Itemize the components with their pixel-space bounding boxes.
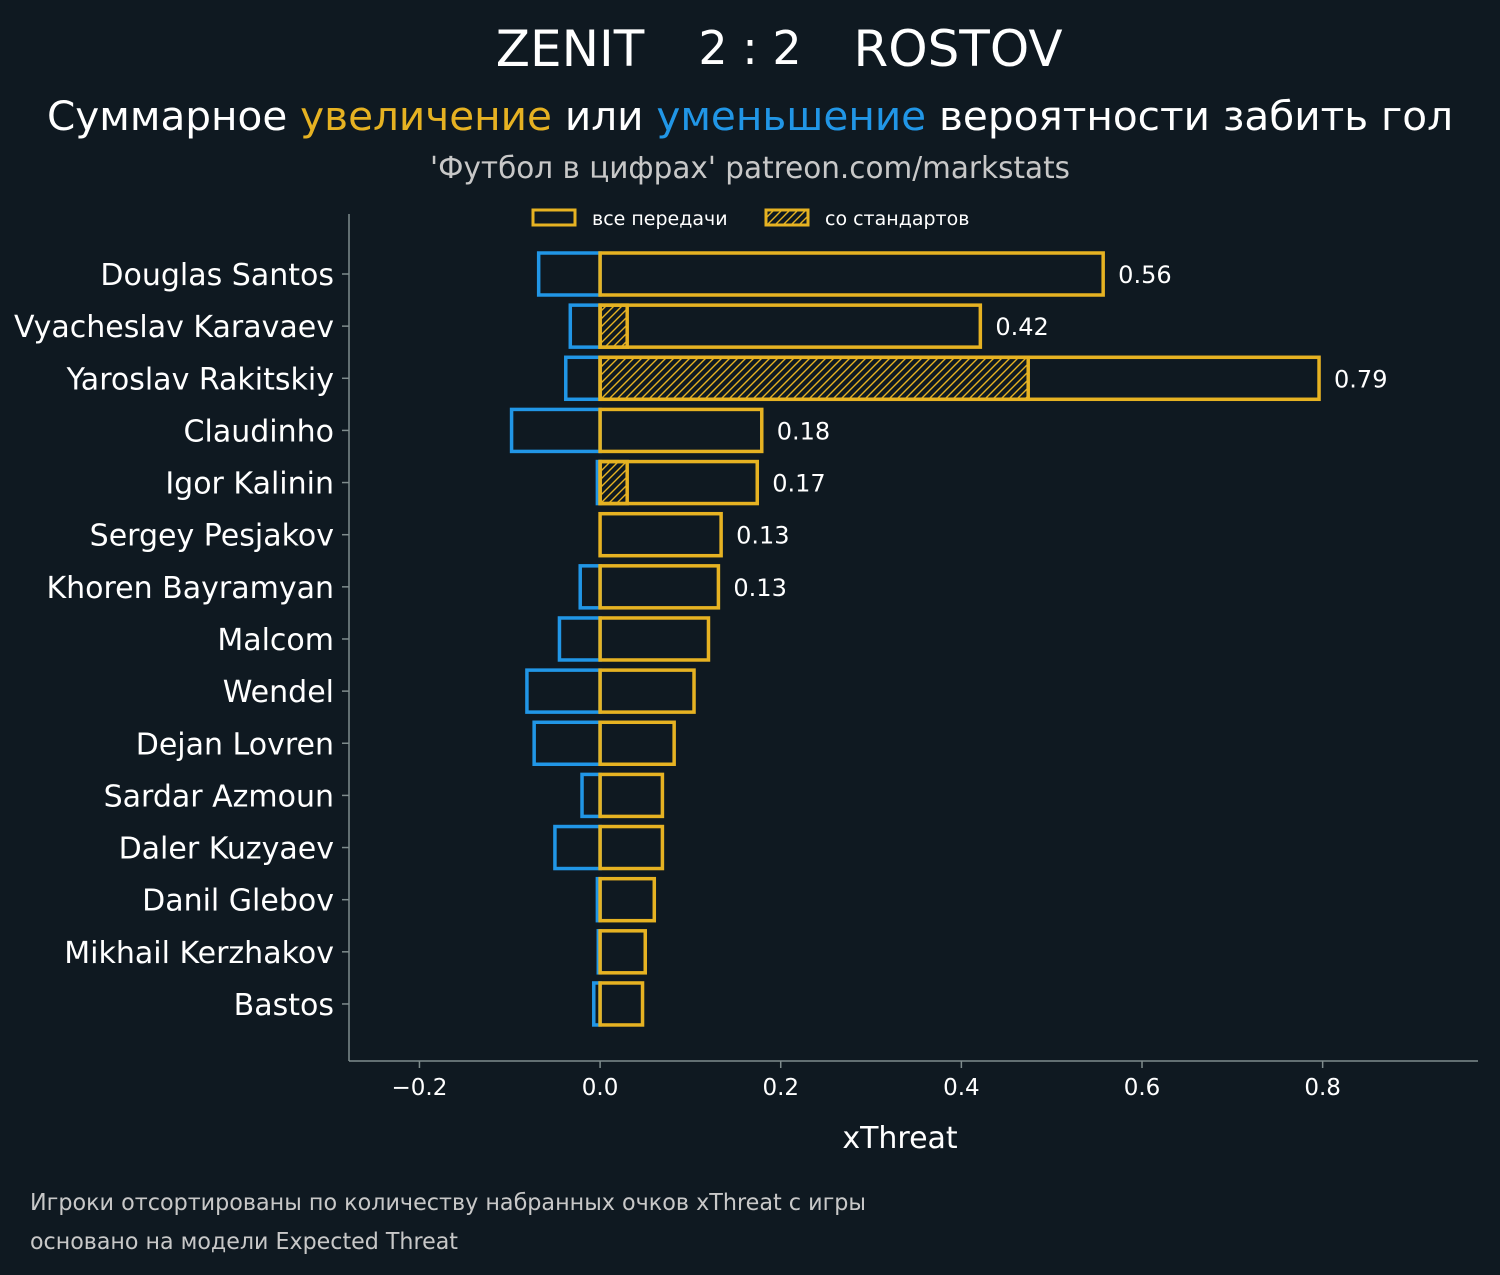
bar-increase — [598, 824, 665, 871]
bar-increase — [598, 251, 1105, 297]
footnote-line2: основано на модели Expected Threat — [30, 1229, 458, 1255]
bar-increase — [598, 564, 721, 610]
subtitle-part2: или — [552, 94, 656, 140]
bar-set-pieces — [598, 303, 629, 349]
data-label: 0.13 — [736, 522, 789, 550]
legend-swatch-set-pieces — [764, 208, 810, 227]
bar-set-pieces — [598, 459, 629, 506]
legend: все передачи со стандартов — [531, 208, 969, 230]
bar-increase — [598, 511, 723, 558]
y-tick-labels: Douglas Santos Vyacheslav Karavaev Yarosla… — [14, 258, 349, 1023]
y-tick-label: Sardar Azmoun — [104, 779, 334, 814]
y-tick-label: Vyacheslav Karavaev — [14, 310, 334, 345]
bar-increase — [598, 876, 657, 923]
x-tick-label: 0.2 — [762, 1075, 799, 1101]
y-tick-label: Bastos — [234, 988, 334, 1023]
y-tick-label: Douglas Santos — [100, 258, 334, 293]
bar-decrease — [578, 564, 602, 610]
legend-swatch-all-passes — [531, 208, 577, 227]
bar-increase — [598, 929, 647, 975]
bar-increase — [598, 668, 696, 714]
data-label: 0.13 — [733, 574, 786, 602]
match-score: 2 : 2 — [698, 21, 801, 75]
subtitle-decrease: уменьшение — [656, 94, 926, 140]
footnote-line1: Игроки отсортированы по количеству набра… — [30, 1190, 866, 1216]
y-tick-label: Dejan Lovren — [136, 727, 334, 762]
subtitle-part3: вероятности забить гол — [926, 94, 1453, 140]
bar-decrease — [564, 355, 602, 402]
bar-decrease — [580, 772, 602, 819]
bar-set-pieces — [598, 355, 1030, 402]
y-tick-label: Wendel — [223, 675, 334, 710]
bar-increase — [598, 459, 759, 506]
bar-group: 0.56 0.42 0.79 0.18 0.17 0.13 0.13 — [509, 251, 1387, 1027]
data-label: 0.79 — [1334, 365, 1387, 393]
x-tick-label: 0.0 — [582, 1075, 619, 1101]
subtitle-increase: увеличение — [300, 94, 552, 140]
y-tick-label: Mikhail Kerzhakov — [64, 936, 334, 971]
bar-increase — [598, 355, 1321, 402]
data-label: 0.56 — [1118, 261, 1171, 289]
data-label: 0.18 — [777, 417, 830, 445]
bar-decrease — [525, 668, 602, 714]
credit-line: 'Футбол в цифрах' patreon.com/markstats — [430, 151, 1070, 186]
y-tick-label: Malcom — [217, 623, 334, 658]
legend-label-set-pieces: со стандартов — [825, 208, 969, 230]
data-label: 0.17 — [772, 470, 825, 498]
bar-increase — [598, 303, 983, 349]
legend-label-all-passes: все передачи — [592, 208, 728, 230]
x-ticks: −0.2 0.0 0.2 0.4 0.6 0.8 — [392, 1061, 1341, 1101]
bar-decrease — [536, 251, 602, 297]
bar-increase — [598, 981, 645, 1027]
team-away: ROSTOV — [853, 20, 1062, 78]
data-label: 0.42 — [995, 313, 1048, 341]
y-tick-label: Daler Kuzyaev — [119, 832, 334, 867]
y-tick-label: Danil Glebov — [142, 884, 334, 919]
bar-increase — [598, 407, 764, 454]
y-tick-label: Sergey Pesjakov — [90, 519, 334, 554]
bar-decrease — [557, 616, 602, 662]
x-tick-label: 0.8 — [1304, 1075, 1341, 1101]
y-tick-label: Yaroslav Rakitskiy — [66, 362, 334, 397]
y-tick-label: Claudinho — [184, 414, 334, 449]
bar-decrease — [532, 720, 602, 767]
bar-increase — [598, 720, 676, 767]
y-tick-label: Khoren Bayramyan — [46, 571, 334, 606]
bar-decrease — [509, 407, 602, 454]
team-home: ZENIT — [496, 20, 645, 78]
x-axis-label: xThreat — [842, 1121, 958, 1156]
bar-decrease — [568, 303, 602, 349]
x-tick-label: 0.6 — [1124, 1075, 1161, 1101]
bar-increase — [598, 616, 711, 662]
chart-subtitle: Суммарное увеличение или уменьшение веро… — [47, 94, 1453, 140]
bar-increase — [598, 772, 665, 819]
x-tick-label: −0.2 — [392, 1075, 448, 1101]
subtitle-part1: Суммарное — [47, 94, 300, 140]
bar-decrease — [553, 824, 602, 871]
x-tick-label: 0.4 — [943, 1075, 980, 1101]
y-tick-label: Igor Kalinin — [165, 467, 334, 502]
